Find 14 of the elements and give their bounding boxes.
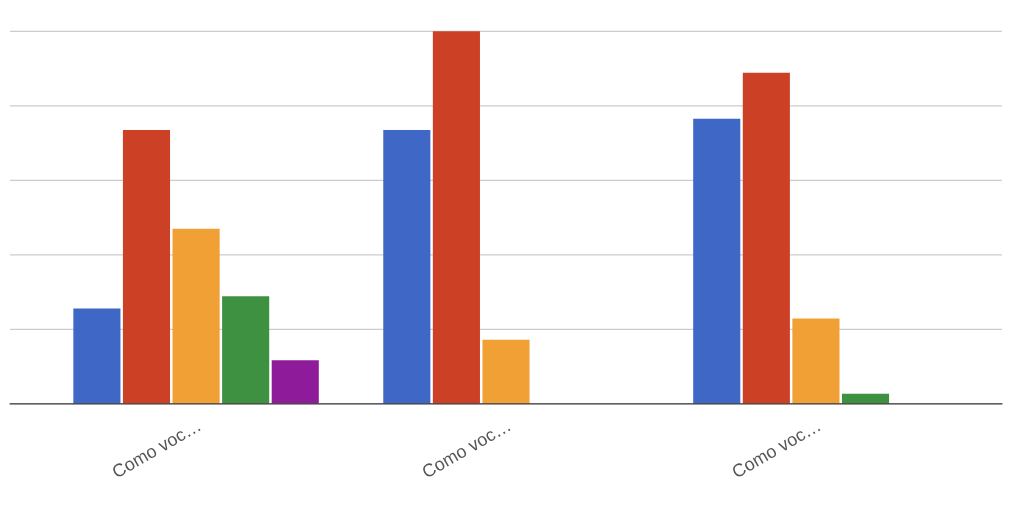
bar [122, 130, 171, 404]
bar [383, 130, 431, 404]
bar [271, 360, 319, 404]
bar [172, 228, 220, 404]
bar [693, 118, 741, 404]
bar [742, 72, 790, 404]
bar [482, 339, 530, 404]
bar [432, 31, 480, 404]
x-tick-label: Como voc… [111, 419, 201, 479]
x-tick-label: Como voc… [421, 419, 511, 479]
bar [792, 318, 840, 404]
x-tick-label: Como voc… [730, 419, 821, 479]
bar [73, 308, 121, 404]
bar [222, 296, 270, 404]
